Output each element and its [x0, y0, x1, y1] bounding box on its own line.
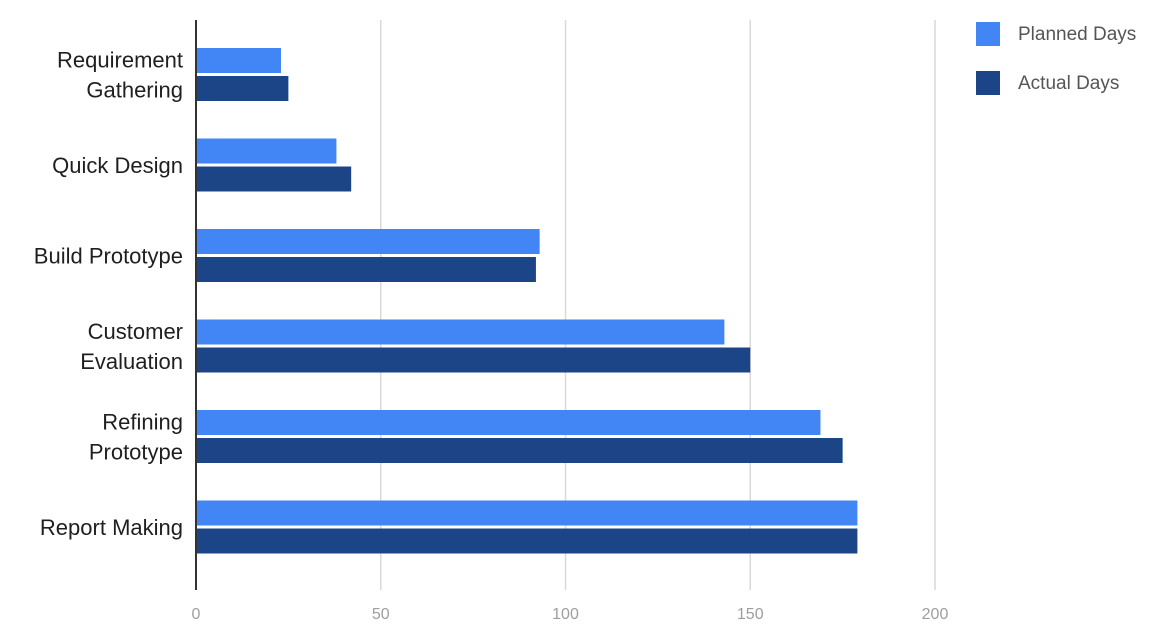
bar-actual	[196, 347, 751, 373]
legend-swatch	[976, 71, 1000, 95]
bar-actual	[196, 438, 843, 463]
category-label: Requirement	[57, 48, 183, 73]
bar-planned	[196, 48, 281, 73]
bar-actual	[196, 76, 289, 101]
bar-planned	[196, 138, 337, 164]
bars	[196, 48, 858, 554]
x-tick-label: 150	[737, 606, 764, 623]
bar-actual	[196, 528, 858, 554]
legend-label: Planned Days	[1018, 24, 1136, 45]
category-label: Build Prototype	[34, 244, 183, 269]
x-tick-label: 0	[192, 606, 201, 623]
category-labels: Requirement Gathering Quick Design Build Pr…	[34, 48, 183, 541]
x-tick-labels: 0 50 100 150 200	[192, 606, 949, 623]
x-tick-label: 200	[922, 606, 949, 623]
category-label: Evaluation	[80, 349, 183, 374]
category-label: Customer	[88, 319, 183, 344]
x-tick-label: 100	[552, 606, 579, 623]
bar-planned	[196, 410, 821, 435]
category-label: Refining	[102, 410, 183, 435]
category-label: Prototype	[89, 440, 183, 465]
bar-planned	[196, 500, 858, 526]
bar-planned	[196, 319, 725, 345]
legend-swatch	[976, 22, 1000, 46]
bar-actual	[196, 257, 536, 282]
bar-planned	[196, 229, 540, 254]
legend: Planned Days Actual Days	[976, 22, 1136, 95]
bar-actual	[196, 166, 352, 192]
x-tick-label: 50	[372, 606, 390, 623]
category-label: Report Making	[40, 515, 183, 540]
legend-label: Actual Days	[1018, 73, 1119, 94]
gridlines	[380, 20, 936, 590]
category-label: Quick Design	[52, 153, 183, 178]
category-label: Gathering	[86, 78, 183, 103]
